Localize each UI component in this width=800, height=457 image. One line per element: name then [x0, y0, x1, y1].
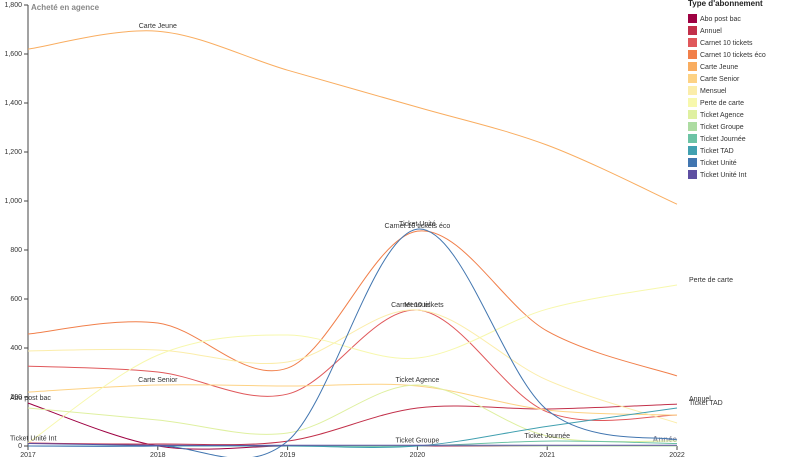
series-line — [27, 309, 678, 424]
series-line — [27, 384, 678, 443]
y-tick-label: 1,600 — [4, 51, 22, 58]
series-line — [27, 309, 678, 421]
x-tick-label: 2018 — [150, 452, 166, 457]
legend-label: Carte Jeune — [700, 64, 738, 71]
legend-swatch — [688, 14, 697, 23]
x-tick-label: 2022 — [669, 452, 685, 457]
series-line — [27, 402, 677, 450]
x-tick-label: 2020 — [410, 452, 426, 457]
legend-label: Ticket Journée — [700, 136, 746, 143]
series-label: Ticket Unité — [399, 221, 436, 228]
y-tick-label: 0 — [18, 443, 22, 450]
legend-swatch — [688, 98, 697, 107]
y-axis-label: Acheté en agence — [31, 3, 100, 12]
series-line — [27, 284, 678, 444]
series-label: Carte Senior — [138, 377, 178, 384]
series-label: Carte Jeune — [139, 23, 177, 30]
legend-label: Ticket Unité — [700, 160, 737, 167]
x-tick-label: 2019 — [280, 452, 296, 457]
series-line — [27, 228, 678, 457]
legend-swatch — [688, 110, 697, 119]
legend-swatch — [688, 50, 697, 59]
legend-title: Type d'abonnement — [688, 0, 763, 8]
legend-label: Ticket Unité Int — [700, 172, 746, 179]
series-label: Ticket TAD — [689, 400, 723, 407]
legend-label: Annuel — [700, 28, 722, 35]
legend-swatch — [688, 134, 697, 143]
series-line — [27, 30, 678, 205]
legend-swatch — [688, 74, 697, 83]
legend-swatch — [688, 158, 697, 167]
series-line — [27, 383, 678, 416]
x-tick-label: 2021 — [539, 452, 555, 457]
legend-swatch — [688, 122, 697, 131]
series-label: Perte de carte — [689, 277, 733, 284]
y-tick-label: 600 — [10, 296, 22, 303]
legend-label: Carte Senior — [700, 76, 740, 83]
series-label: Ticket Unité Int — [10, 435, 56, 442]
y-tick-label: 400 — [10, 345, 22, 352]
y-tick-label: 1,200 — [4, 149, 22, 156]
series-line — [27, 403, 678, 446]
legend-label: Perte de carte — [700, 100, 744, 107]
legend-swatch — [688, 26, 697, 35]
legend-label: Ticket TAD — [700, 148, 734, 155]
legend-label: Carnet 10 tickets éco — [700, 52, 766, 59]
series-label: Carnet 10 tickets éco — [385, 223, 451, 230]
series-line — [27, 443, 677, 446]
legend-swatch — [688, 62, 697, 71]
series-label: Ticket Agence — [396, 377, 440, 384]
legend-swatch — [688, 86, 697, 95]
y-tick-label: 1,800 — [4, 2, 22, 9]
legend-label: Ticket Groupe — [700, 124, 744, 131]
y-tick-label: 200 — [10, 394, 22, 401]
series-label: Ticket Journée — [524, 433, 570, 440]
legend-label: Carnet 10 tickets — [700, 40, 753, 47]
legend-label: Mensuel — [700, 88, 727, 95]
series-line — [27, 230, 678, 377]
series-label: Annuel — [689, 396, 711, 403]
series-label: Ticket Groupe — [396, 437, 440, 444]
legend-swatch — [688, 38, 697, 47]
series-label: Carnet 10 tickets — [391, 302, 444, 309]
x-axis-label: Année — [653, 435, 678, 444]
y-tick-label: 800 — [10, 247, 22, 254]
series-label: Mensuel — [404, 302, 431, 309]
legend-label: Abo post bac — [700, 16, 741, 23]
legend-label: Ticket Agence — [700, 112, 744, 119]
series-label: Abo post bac — [10, 395, 51, 402]
y-tick-label: 1,000 — [4, 198, 22, 205]
legend-swatch — [688, 146, 697, 155]
y-tick-label: 1,400 — [4, 100, 22, 107]
legend-swatch — [688, 170, 697, 179]
x-tick-label: 2017 — [20, 452, 36, 457]
